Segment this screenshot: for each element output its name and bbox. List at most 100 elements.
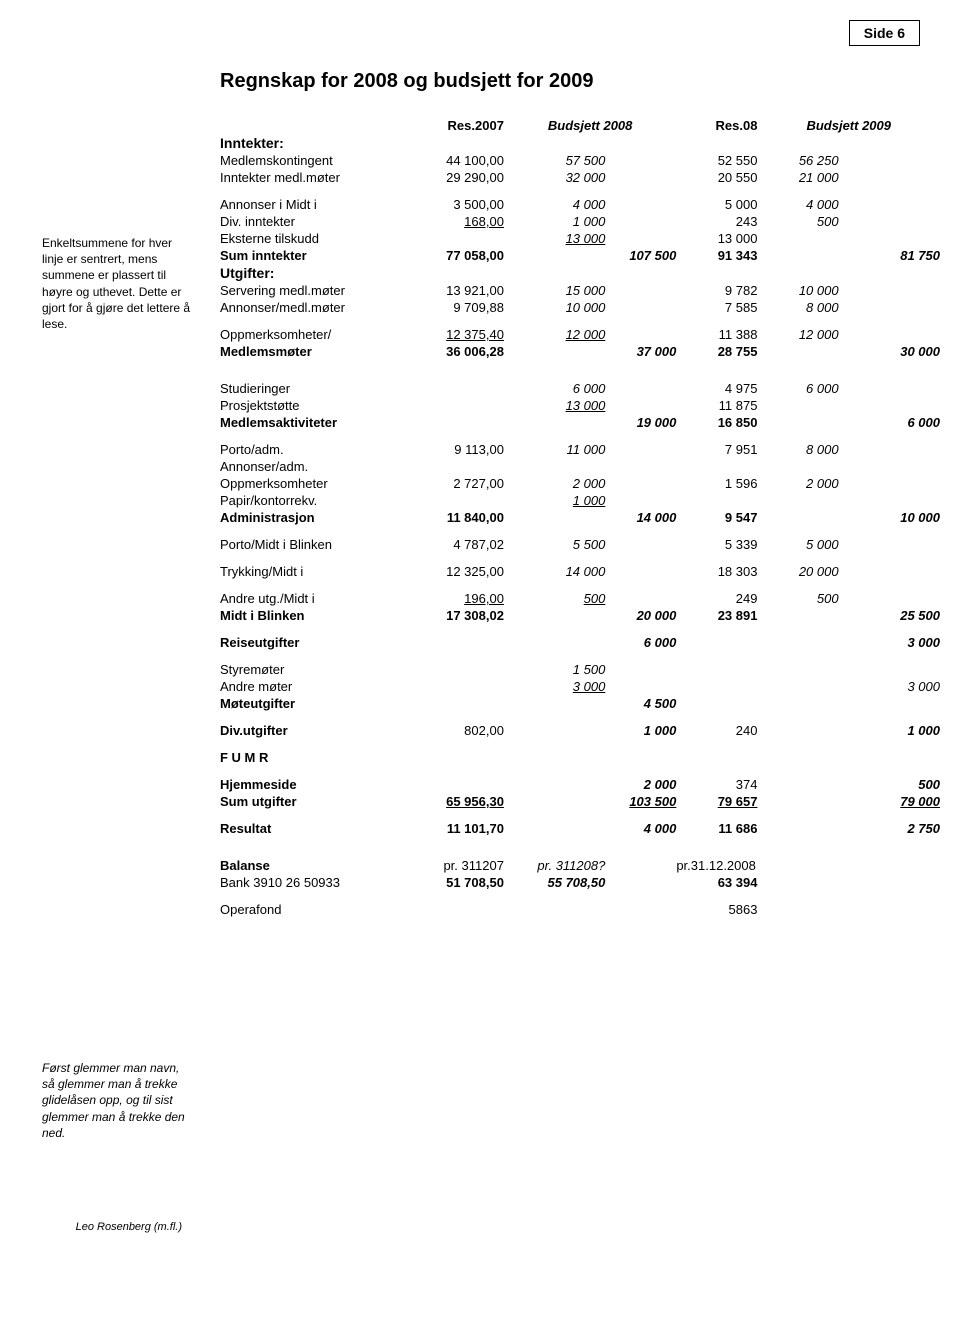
cell-label: Oppmerksomheter/ xyxy=(220,326,413,343)
table-row: Hjemmeside 2 000 374 500 xyxy=(220,776,940,793)
cell: 500 xyxy=(757,213,838,230)
cell: 374 xyxy=(676,776,757,793)
cell: 44 100,00 xyxy=(413,152,504,169)
cell: 91 343 xyxy=(676,247,757,264)
cell-label: Oppmerksomheter xyxy=(220,475,413,492)
table-row: Oppmerksomheter 2 727,00 2 000 1 596 2 0… xyxy=(220,475,940,492)
cell: 19 000 xyxy=(605,414,676,431)
table-row: Midt i Blinken 17 308,02 20 000 23 891 2… xyxy=(220,607,940,624)
cell: 11 840,00 xyxy=(413,509,504,526)
cell: 12 375,40 xyxy=(413,326,504,343)
cell: 77 058,00 xyxy=(413,247,504,264)
cell: 36 006,28 xyxy=(413,343,504,360)
cell: 4 000 xyxy=(757,196,838,213)
cell: 4 000 xyxy=(504,196,605,213)
cell: 9 782 xyxy=(676,282,757,299)
table-row: Balanse pr. 311207 pr. 311208? pr.31.12.… xyxy=(220,857,940,874)
cell-label: Porto/adm. xyxy=(220,441,413,458)
cell: 13 000 xyxy=(676,230,757,247)
table-row: Papir/kontorrekv. 1 000 xyxy=(220,492,940,509)
cell-label: Annonser/medl.møter xyxy=(220,299,413,316)
cell: 56 250 xyxy=(757,152,838,169)
cell: 6 000 xyxy=(839,414,940,431)
table-row: Reiseutgifter 6 000 3 000 xyxy=(220,634,940,651)
cell: 12 325,00 xyxy=(413,563,504,580)
cell-label: F U M R xyxy=(220,749,413,766)
cell: 63 394 xyxy=(676,874,757,891)
cell: 8 000 xyxy=(757,441,838,458)
col-res08: Res.08 xyxy=(676,117,757,134)
cell: 12 000 xyxy=(757,326,838,343)
cell: 6 000 xyxy=(757,380,838,397)
cell: 5 000 xyxy=(676,196,757,213)
cell-label: Annonser i Midt i xyxy=(220,196,413,213)
cell: 9 113,00 xyxy=(413,441,504,458)
cell-label: Trykking/Midt i xyxy=(220,563,413,580)
table-row: Porto/Midt i Blinken 4 787,02 5 500 5 33… xyxy=(220,536,940,553)
col-bud2009: Budsjett 2009 xyxy=(757,117,940,134)
cell: 2 000 xyxy=(605,776,676,793)
cell-label: Sum utgifter xyxy=(220,793,413,810)
cell: 79 657 xyxy=(676,793,757,810)
cell: 103 500 xyxy=(605,793,676,810)
cell: 81 750 xyxy=(839,247,940,264)
cell: 4 000 xyxy=(605,820,676,837)
table-row: Operafond 5863 xyxy=(220,901,940,918)
table-row: Trykking/Midt i 12 325,00 14 000 18 303 … xyxy=(220,563,940,580)
table-row: Prosjektstøtte 13 000 11 875 xyxy=(220,397,940,414)
table-row: Medlemskontingent 44 100,00 57 500 52 55… xyxy=(220,152,940,169)
cell: 1 000 xyxy=(504,213,605,230)
cell: 4 787,02 xyxy=(413,536,504,553)
table-row: Medlemsmøter 36 006,28 37 000 28 755 30 … xyxy=(220,343,940,360)
cell: 249 xyxy=(676,590,757,607)
cell: 5 339 xyxy=(676,536,757,553)
cell-label: Balanse xyxy=(220,857,413,874)
cell-label: Midt i Blinken xyxy=(220,607,413,624)
cell-label: Hjemmeside xyxy=(220,776,413,793)
cell: 13 921,00 xyxy=(413,282,504,299)
cell: 107 500 xyxy=(605,247,676,264)
cell-label: Operafond xyxy=(220,901,413,918)
cell-label: Papir/kontorrekv. xyxy=(220,492,413,509)
table-row: Annonser/medl.møter 9 709,88 10 000 7 58… xyxy=(220,299,940,316)
cell: 12 000 xyxy=(504,326,605,343)
cell-label: Medlemsmøter xyxy=(220,343,413,360)
cell: 51 708,50 xyxy=(413,874,504,891)
cell-label: Andre møter xyxy=(220,678,413,695)
cell: 10 000 xyxy=(839,509,940,526)
cell: 65 956,30 xyxy=(413,793,504,810)
cell: 20 000 xyxy=(757,563,838,580)
table-row: Div.utgifter 802,00 1 000 240 1 000 xyxy=(220,722,940,739)
table-row: Studieringer 6 000 4 975 6 000 xyxy=(220,380,940,397)
cell: 17 308,02 xyxy=(413,607,504,624)
table-row: Bank 3910 26 50933 51 708,50 55 708,50 6… xyxy=(220,874,940,891)
cell-label: Resultat xyxy=(220,820,413,837)
cell: 10 000 xyxy=(757,282,838,299)
cell: pr. 311208? xyxy=(504,857,605,874)
table-row: Administrasjon 11 840,00 14 000 9 547 10… xyxy=(220,509,940,526)
table-row: Annonser i Midt i 3 500,00 4 000 5 000 4… xyxy=(220,196,940,213)
cell: 23 891 xyxy=(676,607,757,624)
cell: 196,00 xyxy=(413,590,504,607)
cell: 11 875 xyxy=(676,397,757,414)
cell: pr. 311207 xyxy=(413,857,504,874)
cell-label: Eksterne tilskudd xyxy=(220,230,413,247)
cell: 802,00 xyxy=(413,722,504,739)
page-number-box: Side 6 xyxy=(849,20,920,46)
cell: 243 xyxy=(676,213,757,230)
cell: 11 388 xyxy=(676,326,757,343)
cell: 79 000 xyxy=(839,793,940,810)
table-row: Annonser/adm. xyxy=(220,458,940,475)
cell: 4 500 xyxy=(605,695,676,712)
cell-label: Annonser/adm. xyxy=(220,458,413,475)
table-row: Sum inntekter 77 058,00 107 500 91 343 8… xyxy=(220,247,940,264)
table-row: Div. inntekter 168,00 1 000 243 500 xyxy=(220,213,940,230)
cell-label: Inntekter medl.møter xyxy=(220,169,413,186)
cell: 13 000 xyxy=(504,397,605,414)
cell: 9 709,88 xyxy=(413,299,504,316)
cell: 21 000 xyxy=(757,169,838,186)
cell: 18 303 xyxy=(676,563,757,580)
table-row: Resultat 11 101,70 4 000 11 686 2 750 xyxy=(220,820,940,837)
cell: 1 000 xyxy=(605,722,676,739)
cell: 11 101,70 xyxy=(413,820,504,837)
